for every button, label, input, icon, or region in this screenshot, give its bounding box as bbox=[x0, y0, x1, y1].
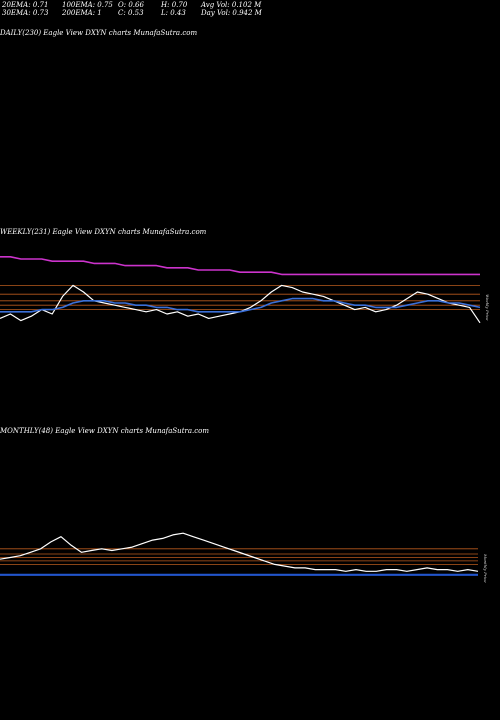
stat-high: H: 0.70 bbox=[161, 1, 188, 9]
stat-30ema: 30EMA: 0.73 bbox=[2, 9, 49, 17]
weekly-side-label: Weekly Price bbox=[485, 294, 490, 321]
stat-close: C: 0.53 bbox=[118, 9, 144, 17]
weekly-chart: Weekly Price bbox=[0, 255, 490, 324]
monthly-panel-title: MONTHLY(48) Eagle View DXYN charts Munaf… bbox=[0, 427, 210, 435]
stat-200ema: 200EMA: 1 bbox=[62, 9, 102, 17]
monthly-side-label: Monthly Price bbox=[483, 553, 488, 583]
weekly-ema-line bbox=[0, 297, 481, 313]
daily-panel-title: DAILY(230) Eagle View DXYN charts Munafa… bbox=[0, 29, 198, 37]
stat-open: O: 0.66 bbox=[118, 1, 144, 9]
stat-day-vol: Day Vol: 0.942 M bbox=[201, 9, 262, 17]
stat-100ema: 100EMA: 0.75 bbox=[62, 1, 113, 9]
stat-low: L: 0.43 bbox=[161, 9, 186, 17]
monthly-price-line bbox=[0, 532, 479, 572]
stat-avg-vol: Avg Vol: 0.102 M bbox=[201, 1, 262, 9]
weekly-panel-title: WEEKLY(231) Eagle View DXYN charts Munaf… bbox=[0, 228, 207, 236]
weekly-long-ema-line bbox=[0, 255, 480, 276]
monthly-chart: Monthly Price bbox=[0, 532, 488, 583]
stat-20ema: 20EMA: 0.71 bbox=[2, 1, 49, 9]
